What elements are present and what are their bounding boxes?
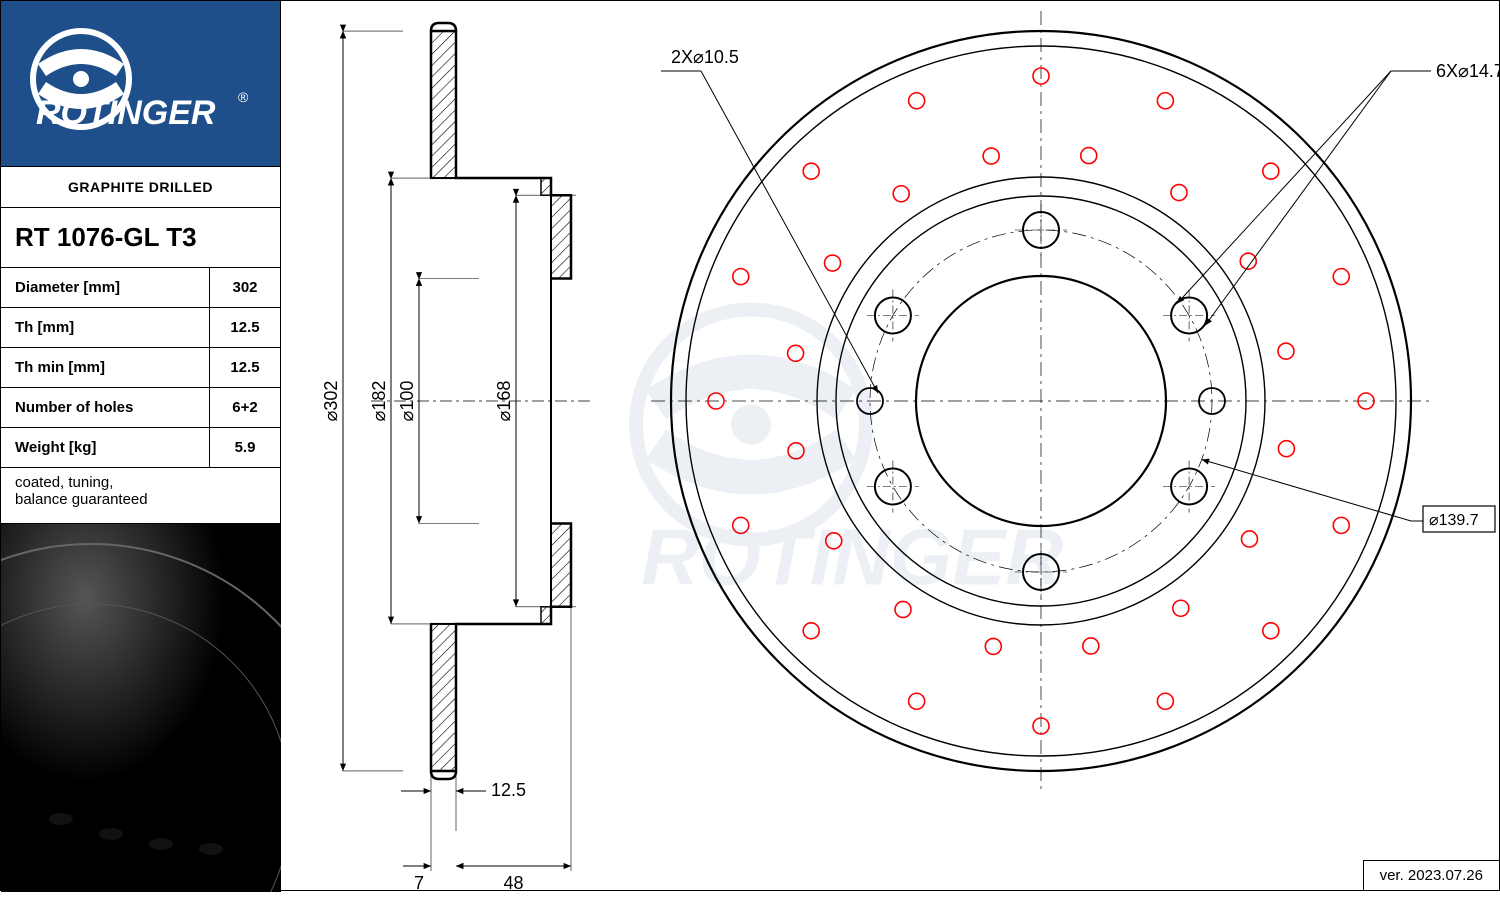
drill-hole — [1173, 600, 1189, 616]
drawing-sheet: ROTINGER ® GRAPHITE DRILLED RT 1076-GL T… — [0, 0, 1500, 891]
brand-logo: ROTINGER ® — [26, 24, 256, 144]
drill-hole — [909, 693, 925, 709]
svg-text:ROTINGER: ROTINGER — [36, 94, 216, 132]
spec-row: Weight [kg]5.9 — [1, 428, 280, 468]
sidebar: ROTINGER ® GRAPHITE DRILLED RT 1076-GL T… — [1, 1, 281, 892]
drill-hole — [788, 443, 804, 459]
drill-hole — [1278, 343, 1294, 359]
technical-drawing: ROTINGER ⌀302⌀182⌀100⌀16812.57482X⌀10.56… — [281, 1, 1500, 892]
drill-hole — [803, 163, 819, 179]
drill-hole — [1263, 623, 1279, 639]
brand-logo-block: ROTINGER ® — [1, 1, 280, 166]
spec-label: Diameter [mm] — [1, 268, 210, 307]
svg-text:®: ® — [238, 89, 249, 105]
svg-text:⌀168: ⌀168 — [494, 381, 514, 422]
drill-hole — [1333, 269, 1349, 285]
spec-row: Number of holes6+2 — [1, 388, 280, 428]
part-number: RT 1076-GL T3 — [1, 208, 280, 268]
spec-value: 302 — [210, 268, 280, 307]
drill-hole — [733, 269, 749, 285]
notes: coated, tuning,balance guaranteed — [1, 468, 280, 524]
product-photo — [1, 524, 281, 892]
spec-label: Weight [kg] — [1, 428, 210, 467]
spec-row: Th min [mm]12.5 — [1, 348, 280, 388]
drill-hole — [803, 623, 819, 639]
svg-text:⌀139.7: ⌀139.7 — [1429, 512, 1479, 529]
svg-text:⌀302: ⌀302 — [321, 381, 341, 422]
product-subtitle: GRAPHITE DRILLED — [1, 166, 280, 208]
spec-label: Number of holes — [1, 388, 210, 427]
spec-value: 12.5 — [210, 348, 280, 387]
front-view: 2X⌀10.5 6X⌀14.7 ⌀139.7 — [651, 11, 1500, 791]
spec-value: 6+2 — [210, 388, 280, 427]
drill-hole — [983, 148, 999, 164]
spec-label: Th [mm] — [1, 308, 210, 347]
version-label: ver. 2023.07.26 — [1363, 860, 1499, 890]
svg-text:6X⌀14.7: 6X⌀14.7 — [1436, 61, 1500, 81]
drill-hole — [1157, 93, 1173, 109]
drill-hole — [1333, 517, 1349, 533]
spec-row: Th [mm]12.5 — [1, 308, 280, 348]
spec-label: Th min [mm] — [1, 348, 210, 387]
svg-text:12.5: 12.5 — [491, 780, 526, 800]
spec-value: 12.5 — [210, 308, 280, 347]
spec-row: Diameter [mm]302 — [1, 268, 280, 308]
drill-hole — [1241, 531, 1257, 547]
drill-hole — [1083, 638, 1099, 654]
drill-hole — [985, 638, 1001, 654]
drill-hole — [1081, 148, 1097, 164]
svg-text:48: 48 — [503, 873, 523, 892]
spec-value: 5.9 — [210, 428, 280, 467]
drill-hole — [788, 345, 804, 361]
drill-hole — [826, 533, 842, 549]
drill-hole — [1278, 441, 1294, 457]
drill-hole — [1157, 693, 1173, 709]
drill-hole — [1171, 185, 1187, 201]
svg-text:⌀182: ⌀182 — [369, 381, 389, 422]
drill-hole — [825, 255, 841, 271]
svg-text:2X⌀10.5: 2X⌀10.5 — [671, 47, 739, 67]
drill-hole — [733, 517, 749, 533]
drill-hole — [893, 186, 909, 202]
svg-text:⌀100: ⌀100 — [397, 381, 417, 422]
drill-hole — [1263, 163, 1279, 179]
drill-hole — [895, 601, 911, 617]
drill-hole — [909, 93, 925, 109]
section-view: ⌀302 ⌀182 ⌀100 ⌀168 12.5 7 48 — [321, 23, 591, 892]
svg-text:7: 7 — [414, 873, 424, 892]
